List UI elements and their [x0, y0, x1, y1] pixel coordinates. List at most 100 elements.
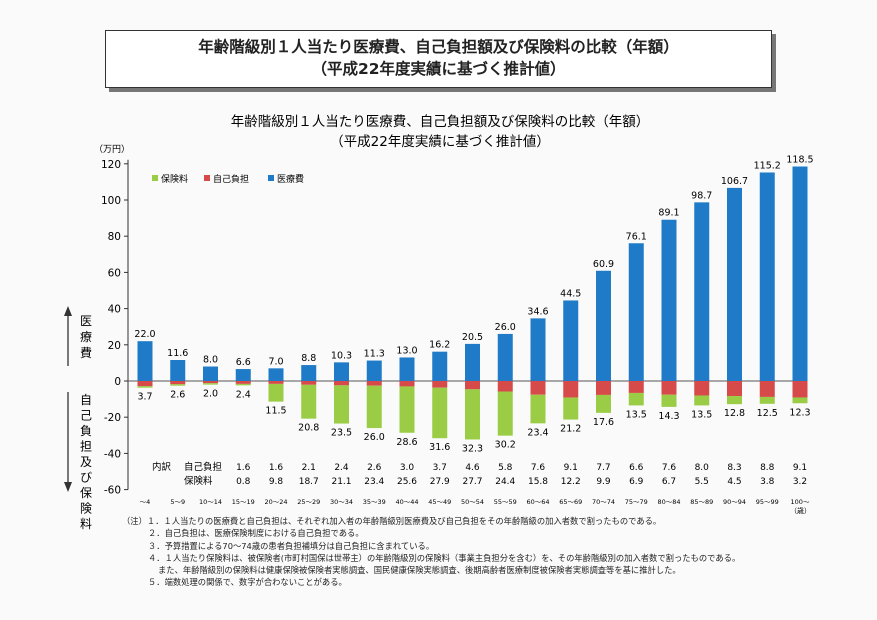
breakdown-value-self: 6.6 [629, 463, 644, 473]
x-tick-label: 40～44 [395, 498, 418, 506]
x-tick-label: 65～69 [559, 498, 582, 506]
bar-premium [727, 396, 742, 405]
data-label-burden: 17.6 [593, 417, 614, 428]
note-line: ５．端数処理の関係で、数字が合わないことがある。 [148, 577, 347, 588]
breakdown-value-premium: 24.4 [495, 477, 515, 487]
page-subtitle: （平成22年度実績に基づく推計値） [311, 60, 566, 78]
bar-self-burden [170, 381, 186, 385]
y-label-upper: 医療費 [80, 314, 92, 360]
data-label-burden: 31.6 [429, 442, 450, 453]
data-label-medical: 8.0 [203, 355, 218, 366]
bar-premium [334, 385, 349, 424]
bar-medical [530, 318, 546, 381]
x-tick-label: 80～84 [657, 498, 680, 506]
breakdown-value-premium: 27.7 [462, 477, 482, 487]
data-label-burden: 23.5 [331, 428, 352, 439]
note-line: ４．１人当たり保険料は、被保険者(市町村国保は世帯主）の年齢階級別の保険料（事業… [148, 552, 741, 563]
x-tick-label: 45～49 [428, 498, 451, 506]
bar-medical [694, 202, 710, 381]
data-label-medical: 20.5 [462, 332, 483, 343]
data-label-medical: 13.0 [396, 345, 417, 356]
bar-self-burden [268, 381, 284, 384]
bar-medical [366, 360, 382, 381]
y-tick-label: 120 [101, 159, 121, 171]
bar-self-burden [694, 381, 710, 396]
breakdown-value-premium: 9.8 [269, 477, 284, 487]
bar-self-burden [432, 381, 448, 388]
breakdown-row1-label: 自己負担 [184, 461, 223, 473]
bar-self-burden [497, 381, 513, 392]
bar-medical [268, 368, 284, 381]
bar-medical [661, 219, 677, 381]
bar-self-burden [563, 381, 579, 398]
data-label-burden: 12.8 [724, 408, 745, 419]
y-tick-label: 60 [108, 267, 121, 279]
chart-subtitle: （平成22年度実績に基づく推計値） [330, 133, 550, 150]
data-label-medical: 76.1 [626, 231, 647, 242]
bar-premium [366, 385, 382, 429]
bar-premium [170, 384, 186, 386]
bar-self-burden [759, 381, 775, 397]
breakdown-value-premium: 12.2 [561, 477, 581, 487]
bar-medical [563, 300, 579, 381]
data-label-medical: 8.8 [301, 353, 316, 364]
bar-medical [203, 366, 218, 381]
y-label-lower: 自己負担及び保険料 [80, 393, 92, 531]
bar-medical [759, 172, 775, 381]
bar-premium [694, 395, 710, 406]
bar-medical [301, 365, 317, 381]
breakdown-value-premium: 6.7 [662, 477, 676, 487]
note-line: また、年齢階級別の保険料は健康保険被保険者実態調査、国民健康保険実態調査、後期高… [158, 565, 681, 576]
bar-medical [170, 360, 186, 381]
breakdown-value-premium: 27.9 [430, 477, 450, 487]
legend-swatch [268, 175, 274, 181]
bar-self-burden [235, 381, 251, 384]
breakdown-value-self: 3.7 [433, 463, 447, 473]
y-tick-label: -20 [104, 412, 121, 424]
data-label-medical: 16.2 [429, 340, 450, 351]
data-label-burden: 32.3 [462, 443, 483, 454]
x-tick-label: 35～39 [363, 498, 386, 506]
bar-self-burden [465, 381, 480, 390]
data-label-medical: 7.0 [268, 356, 283, 367]
y-tick-label: -60 [104, 485, 121, 497]
data-label-burden: 26.0 [364, 432, 385, 443]
breakdown-value-self: 2.4 [334, 463, 349, 473]
x-tick-label: ～4 [140, 498, 151, 506]
x-tick-label: 100～ [791, 498, 810, 506]
data-label-burden: 23.4 [527, 427, 548, 438]
legend-swatch [152, 175, 158, 181]
data-label-burden: 2.0 [203, 389, 218, 400]
data-label-burden: 14.3 [658, 411, 679, 422]
y-tick-label: 20 [108, 340, 121, 352]
data-label-burden: 13.5 [691, 409, 712, 420]
y-unit-label: （万円） [94, 144, 130, 155]
bar-premium [628, 392, 644, 406]
breakdown-value-self: 1.6 [236, 463, 251, 473]
breakdown-value-premium: 25.6 [397, 477, 417, 487]
x-tick-label: 95～99 [756, 498, 779, 506]
breakdown-value-self: 3.0 [400, 463, 415, 473]
bar-self-burden [661, 381, 677, 395]
bar-medical [727, 187, 742, 381]
breakdown-value-self: 9.1 [564, 463, 578, 473]
breakdown-value-self: 4.6 [465, 463, 480, 473]
data-label-burden: 28.6 [396, 437, 417, 448]
bar-medical [137, 341, 153, 381]
legend-label: 保険料 [161, 173, 188, 185]
bar-premium [137, 386, 153, 388]
bar-medical [465, 343, 480, 381]
data-label-medical: 26.0 [495, 322, 516, 333]
x-tick-label: 20～24 [264, 498, 287, 506]
data-label-burden: 2.6 [170, 390, 185, 401]
data-label-medical: 115.2 [754, 160, 781, 171]
breakdown-value-premium: 23.4 [364, 477, 384, 487]
bar-medical [596, 270, 611, 381]
x-tick-label: 50～54 [461, 498, 484, 506]
bar-premium [792, 397, 808, 404]
data-label-burden: 11.5 [265, 406, 286, 417]
bar-medical [497, 333, 513, 381]
data-label-burden: 30.2 [495, 440, 516, 451]
breakdown-value-self: 5.8 [498, 463, 513, 473]
